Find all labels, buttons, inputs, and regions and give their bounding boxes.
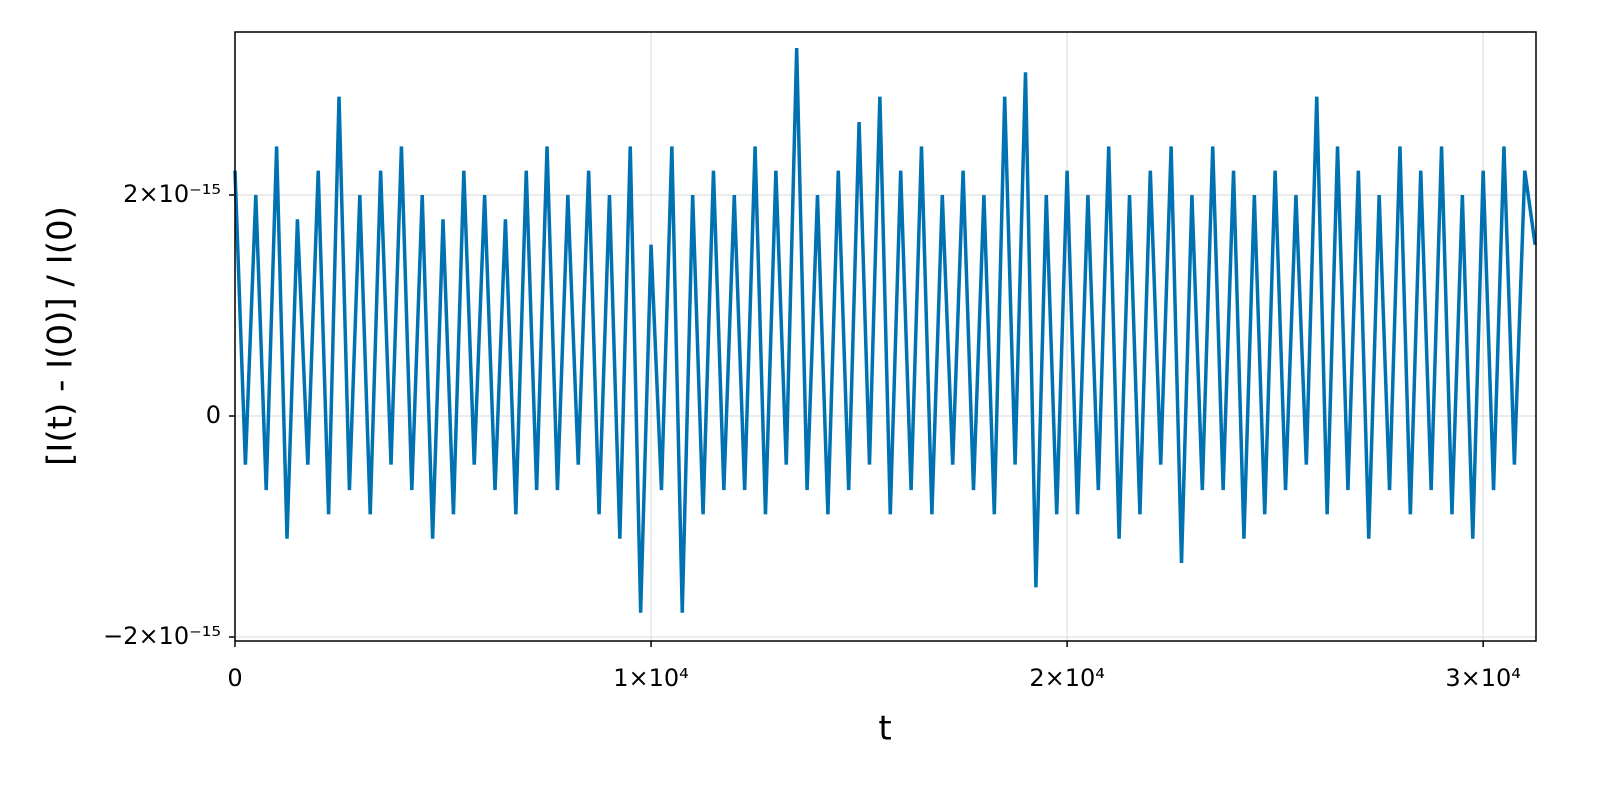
x-tick-label: 1×10⁴	[613, 664, 689, 692]
y-tick-label: −2×10⁻¹⁵	[103, 622, 221, 650]
y-tick-label: 0	[206, 401, 221, 429]
y-tick-label: 2×10⁻¹⁵	[123, 180, 221, 208]
x-tick-label: 3×10⁴	[1445, 664, 1521, 692]
x-axis-label: t	[878, 709, 891, 749]
data-line	[233, 47, 1537, 613]
x-tick-label: 0	[227, 664, 242, 692]
plot-frame	[234, 31, 1537, 642]
x-tick-label: 2×10⁴	[1029, 664, 1105, 692]
y-axis-label: [I(t) - I(0)] / I(0)	[41, 206, 81, 466]
